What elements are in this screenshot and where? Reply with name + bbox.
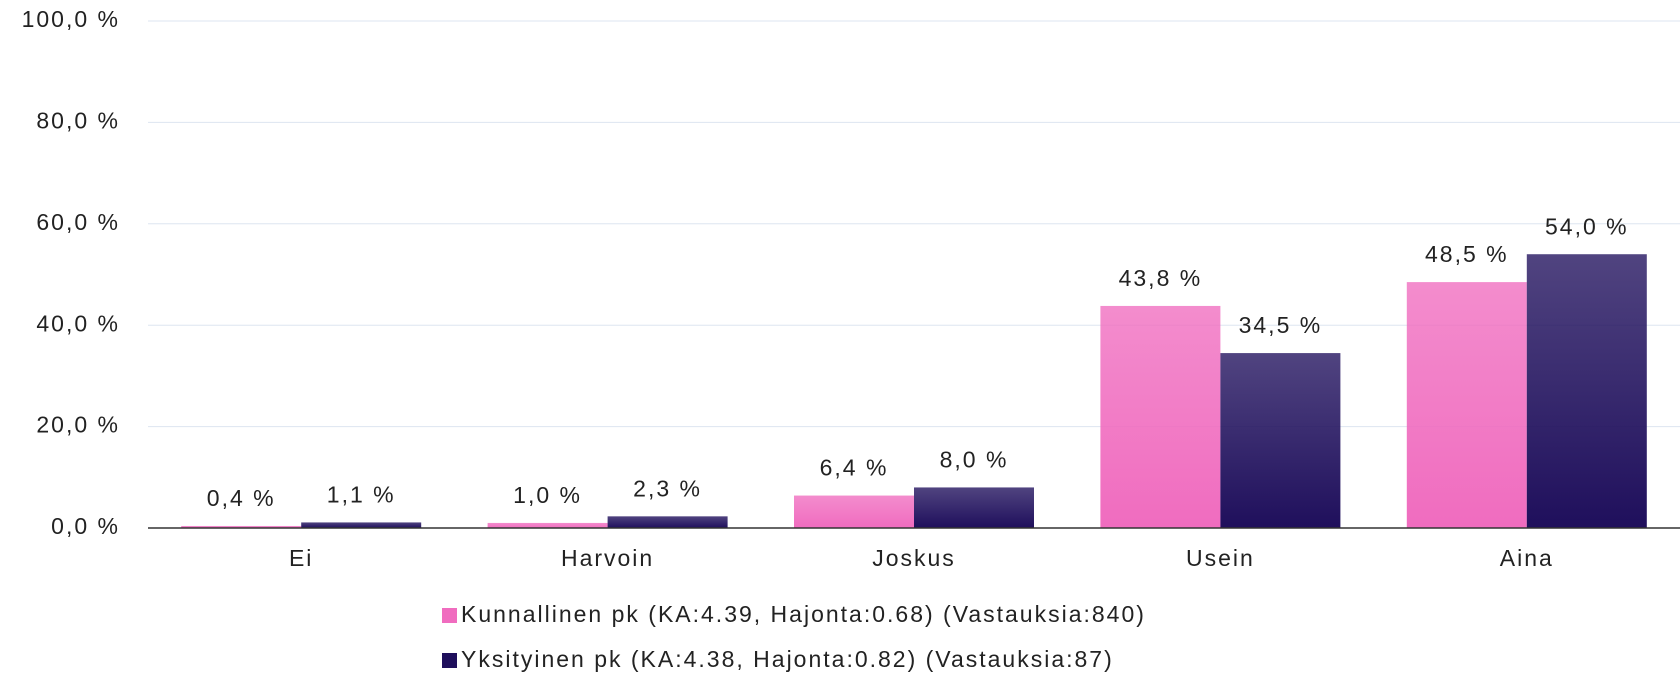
value-label: 2,3 % — [633, 475, 702, 501]
bar — [301, 522, 422, 528]
y-tick-label: 0,0 % — [51, 513, 120, 539]
y-tick-label: 100,0 % — [22, 6, 120, 32]
y-tick-label: 80,0 % — [36, 107, 120, 133]
y-tick-label: 40,0 % — [36, 310, 120, 336]
value-label: 0,4 % — [207, 485, 276, 511]
x-tick-label: Aina — [1500, 545, 1554, 571]
value-label: 1,1 % — [327, 482, 396, 508]
legend-swatch — [442, 653, 457, 668]
bar — [607, 516, 728, 528]
x-tick-label: Ei — [289, 545, 313, 571]
x-tick-label: Joskus — [872, 545, 956, 571]
value-label: 1,0 % — [513, 482, 582, 508]
bar — [1100, 305, 1221, 528]
bar — [914, 487, 1034, 528]
legend-swatch — [442, 608, 457, 623]
value-label: 8,0 % — [940, 447, 1009, 473]
y-tick-label: 60,0 % — [36, 209, 120, 235]
bar — [1526, 254, 1647, 528]
value-label: 6,4 % — [820, 455, 889, 481]
bar — [1220, 353, 1341, 528]
value-label: 48,5 % — [1425, 241, 1509, 267]
x-tick-label: Harvoin — [561, 545, 654, 571]
x-tick-label: Usein — [1186, 545, 1255, 571]
value-label: 43,8 % — [1119, 265, 1203, 291]
y-tick-label: 20,0 % — [36, 412, 120, 438]
value-label: 54,0 % — [1545, 213, 1629, 239]
value-label: 34,5 % — [1239, 312, 1323, 338]
bar — [1406, 282, 1527, 528]
legend-label: Kunnallinen pk (KA:4.39, Hajonta:0.68) (… — [461, 601, 1146, 627]
legend-label: Yksityinen pk (KA:4.38, Hajonta:0.82) (V… — [461, 646, 1114, 672]
bar — [487, 522, 608, 528]
bar — [794, 495, 914, 528]
bar — [181, 525, 302, 528]
